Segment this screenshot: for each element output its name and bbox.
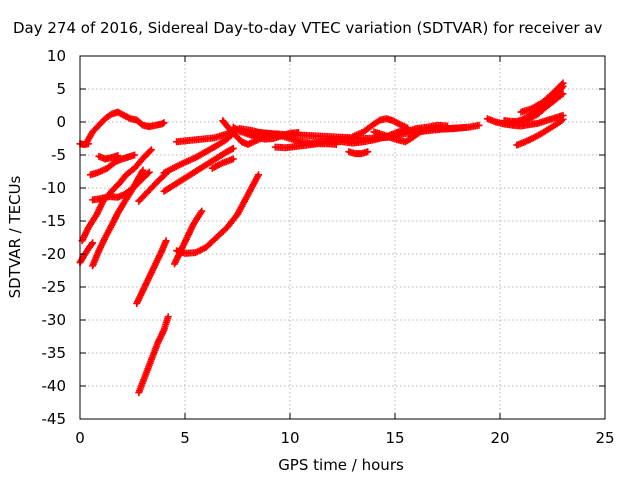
data-point-marker: [559, 115, 567, 123]
y-tick-label: -35: [42, 344, 67, 362]
data-series: [89, 166, 147, 270]
y-tick-label: -20: [42, 245, 67, 263]
data-series: [513, 115, 567, 149]
data-point-marker: [89, 239, 97, 247]
data-series: [76, 239, 97, 267]
x-tick-label: 5: [180, 429, 190, 447]
y-tick-label: -15: [42, 212, 67, 230]
x-tick-label: 20: [490, 429, 509, 447]
data-point-marker: [146, 147, 154, 155]
data-point-marker: [364, 148, 372, 156]
data-series: [135, 168, 172, 205]
data-series: [271, 140, 340, 152]
data-series: [173, 171, 262, 257]
y-tick-label: -25: [42, 278, 67, 296]
data-series: [208, 155, 237, 172]
data-point-marker: [162, 237, 170, 245]
data-point-marker: [444, 122, 451, 130]
data-point-marker: [559, 90, 567, 98]
data-series: [517, 79, 567, 116]
data-markers: [76, 79, 567, 397]
data-point-marker: [88, 240, 96, 248]
x-tick-label: 15: [385, 429, 404, 447]
data-series: [95, 152, 122, 163]
x-axis-label: GPS time / hours: [278, 456, 404, 474]
data-series: [160, 131, 235, 177]
y-tick-label: 5: [56, 80, 66, 98]
data-series: [402, 121, 451, 136]
data-point-marker: [114, 152, 122, 160]
data-series: [345, 148, 372, 158]
data-point-marker: [229, 155, 237, 163]
y-axis-label: SDTVAR / TECUs: [6, 175, 24, 298]
x-tick-label: 10: [280, 429, 299, 447]
data-series: [133, 237, 170, 307]
data-point-marker: [144, 169, 152, 177]
data-point-marker: [131, 151, 139, 159]
plot-area-frame: [79, 55, 606, 420]
data-series: [87, 151, 139, 179]
data-point-marker: [139, 166, 147, 174]
data-point-marker: [294, 129, 302, 137]
data-point-marker: [229, 144, 237, 152]
chart-title: Day 274 of 2016, Sidereal Day-to-day VTE…: [13, 19, 602, 37]
data-point-marker: [558, 116, 566, 124]
data-series: [160, 144, 237, 195]
data-point-marker: [558, 80, 566, 88]
y-tick-label: -40: [42, 377, 67, 395]
axis-ticks: 0 5 10 15 20 25 10 5 0 -5 -10 -15 -20 -25 -30 -35 -40 -45: [42, 47, 615, 447]
data-point-marker: [147, 146, 155, 154]
data-point-marker: [559, 79, 567, 87]
data-point-marker: [160, 119, 168, 127]
data-point-marker: [84, 140, 92, 148]
data-series: [349, 115, 412, 141]
data-point-marker: [255, 171, 262, 179]
y-tick-label: -5: [51, 146, 66, 164]
data-point-marker: [475, 121, 483, 129]
data-series: [135, 313, 172, 397]
data-series: [82, 108, 168, 147]
data-point-marker: [145, 168, 153, 176]
data-series: [229, 123, 302, 143]
y-tick-label: 0: [56, 113, 66, 131]
y-tick-label: -30: [42, 311, 67, 329]
y-tick-label: -45: [42, 410, 67, 428]
data-series: [76, 140, 92, 148]
y-tick-label: 10: [47, 47, 66, 65]
y-tick-label: -10: [42, 179, 67, 197]
data-point-marker: [164, 313, 172, 321]
x-tick-label: 0: [75, 429, 85, 447]
data-point-marker: [198, 207, 206, 215]
x-tick-label: 25: [595, 429, 614, 447]
